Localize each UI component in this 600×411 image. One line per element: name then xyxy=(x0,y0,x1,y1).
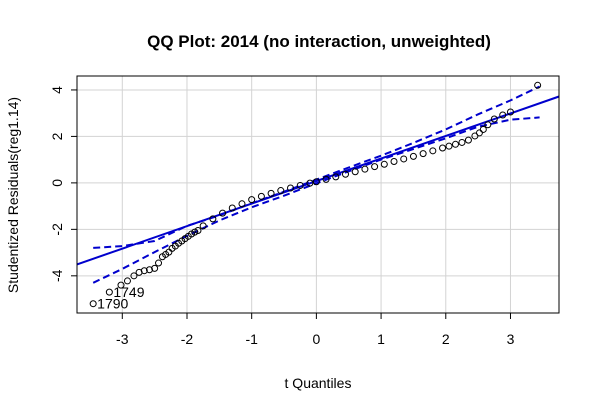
residual-point xyxy=(145,266,153,274)
residual-point xyxy=(117,281,125,289)
y-tick-label: -2 xyxy=(49,223,65,236)
x-tick-label: 3 xyxy=(507,331,515,347)
residual-point xyxy=(248,196,256,204)
reference-line xyxy=(77,95,559,266)
residual-point xyxy=(429,147,437,155)
confidence-envelope xyxy=(92,85,541,284)
residual-point xyxy=(238,200,246,208)
y-tick-label: 2 xyxy=(49,132,65,140)
residual-point xyxy=(475,129,483,137)
outlier-label: 1749 xyxy=(113,284,144,300)
residual-point xyxy=(451,140,459,148)
x-tick-label: 0 xyxy=(312,331,320,347)
envelope-lower-line xyxy=(92,116,540,284)
residual-point xyxy=(306,179,314,187)
x-tick-label: -2 xyxy=(181,331,194,347)
residual-point xyxy=(464,136,472,144)
y-axis: -4 -2 0 2 4 xyxy=(49,86,77,282)
residual-point xyxy=(89,300,97,308)
residual-point xyxy=(419,150,427,158)
residual-point xyxy=(332,173,340,181)
residual-points xyxy=(89,81,542,308)
residual-point xyxy=(228,204,236,212)
residual-point xyxy=(191,228,199,236)
envelope-upper-line xyxy=(93,85,541,249)
residual-point xyxy=(534,81,542,89)
residual-point xyxy=(130,272,138,280)
residual-point xyxy=(506,108,514,116)
residual-point xyxy=(341,170,349,178)
residual-point xyxy=(479,125,487,133)
x-axis: -3 -2 -1 0 1 2 3 xyxy=(116,313,515,347)
residual-point xyxy=(361,165,369,173)
residual-point xyxy=(371,163,379,171)
residual-point xyxy=(123,277,131,285)
reference-line-group xyxy=(77,95,559,266)
residual-point xyxy=(351,168,359,176)
residual-point xyxy=(155,259,163,267)
residual-point xyxy=(458,138,466,146)
outlier-label: 1790 xyxy=(97,296,128,312)
residual-point xyxy=(277,187,285,195)
x-tick-label: 1 xyxy=(377,331,385,347)
residual-point xyxy=(209,215,217,223)
residual-point xyxy=(312,178,320,186)
y-tick-label: 0 xyxy=(49,179,65,187)
x-tick-label: -3 xyxy=(116,331,129,347)
residual-point xyxy=(199,222,207,230)
residual-point xyxy=(400,155,408,163)
residual-point xyxy=(409,152,417,160)
residual-point xyxy=(105,288,113,296)
residual-point xyxy=(484,121,492,129)
residual-point xyxy=(296,181,304,189)
x-axis-title: t Quantiles xyxy=(285,375,352,391)
y-tick-label: -4 xyxy=(49,269,65,282)
residual-point xyxy=(287,184,295,192)
residual-point xyxy=(380,160,388,168)
residual-point xyxy=(140,267,148,275)
residual-point xyxy=(219,209,227,217)
y-tick-label: 4 xyxy=(49,86,65,94)
plot-frame xyxy=(76,75,560,314)
residual-point xyxy=(445,142,453,150)
residual-point xyxy=(499,111,507,119)
y-axis-title: Studentized Residuals(reg1.14) xyxy=(5,97,21,293)
residual-point xyxy=(267,189,275,197)
residual-point xyxy=(194,227,202,235)
grid-lines xyxy=(77,76,559,313)
residual-point xyxy=(322,175,330,183)
residual-point xyxy=(390,158,398,166)
chart-title: QQ Plot: 2014 (no interaction, unweighte… xyxy=(147,32,491,51)
residual-point xyxy=(439,144,447,152)
residual-point xyxy=(151,264,159,272)
x-tick-label: -1 xyxy=(245,331,258,347)
x-tick-label: 2 xyxy=(442,331,450,347)
residual-point xyxy=(490,115,498,123)
residual-point xyxy=(257,192,265,200)
